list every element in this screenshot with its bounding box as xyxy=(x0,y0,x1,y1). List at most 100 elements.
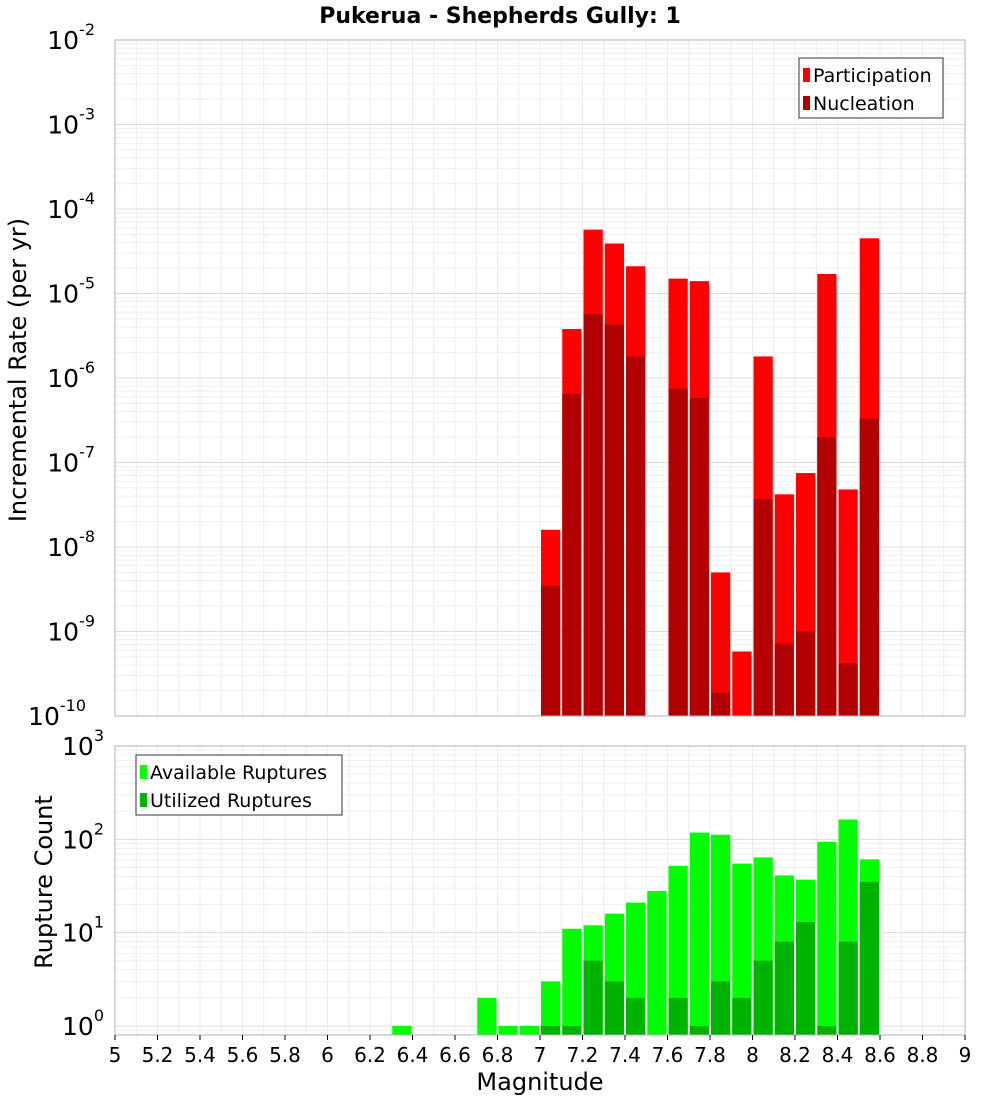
legend-label: Participation xyxy=(813,65,932,87)
y-tick-base: 10 xyxy=(62,1012,94,1041)
bar xyxy=(647,890,667,1035)
legend-label: Available Ruptures xyxy=(150,762,327,784)
y-tick-base: 10 xyxy=(47,364,79,393)
bar xyxy=(668,865,688,1035)
bar xyxy=(626,997,646,1035)
series-nucleation xyxy=(541,314,879,716)
bar xyxy=(817,1025,837,1035)
bar xyxy=(711,572,731,716)
legend: Available Ruptures Utilized Ruptures xyxy=(135,754,343,816)
bar xyxy=(817,437,837,716)
x-tick-label: 5 xyxy=(109,1043,122,1067)
y-tick-base: 10 xyxy=(62,825,94,854)
bar xyxy=(732,651,752,716)
grid xyxy=(114,39,966,717)
legend: Participation Nucleation xyxy=(798,57,944,119)
bar xyxy=(541,1025,561,1035)
y-tick-exponent: -7 xyxy=(79,443,95,462)
bar xyxy=(392,1025,412,1035)
bar xyxy=(583,314,603,716)
bar xyxy=(774,941,794,1035)
x-axis: 5 5.2 5.4 5.6 5.8 6 6.2 6.4 6.6 6.8 7 7.2 7.4 7.6 7.8 8… xyxy=(109,1035,972,1067)
plot-frame xyxy=(114,39,966,717)
y-tick-label: 10-3 xyxy=(47,105,95,140)
y-tick-label: 10-7 xyxy=(47,443,95,478)
x-axis-title: Magnitude xyxy=(476,1068,603,1096)
bar xyxy=(796,631,816,716)
x-tick-label: 5.2 xyxy=(142,1043,174,1067)
x-tick-label: 7.2 xyxy=(567,1043,599,1067)
y-tick-label: 102 xyxy=(62,819,104,854)
x-tick-label: 6.6 xyxy=(439,1043,471,1067)
y-tick-label: 10-10 xyxy=(28,696,86,731)
x-tick-label: 8.4 xyxy=(822,1043,854,1067)
legend-swatch xyxy=(803,96,810,110)
legend-box xyxy=(135,754,343,816)
x-tick-label: 7 xyxy=(534,1043,547,1067)
y-tick-label: 103 xyxy=(62,726,104,761)
y-tick-label: 10-2 xyxy=(47,20,95,55)
bar xyxy=(519,1025,539,1035)
x-tick-label: 6.4 xyxy=(397,1043,429,1067)
bar xyxy=(689,832,709,1035)
x-tick-label: 6 xyxy=(321,1043,334,1067)
bar xyxy=(604,324,624,716)
legend-swatch xyxy=(140,793,147,807)
bar xyxy=(668,997,688,1035)
x-tick-label: 8 xyxy=(746,1043,759,1067)
y-tick-base: 10 xyxy=(47,195,79,224)
bar xyxy=(689,1025,709,1035)
bar xyxy=(859,881,879,1035)
y-tick-base: 10 xyxy=(62,732,94,761)
y-tick-exponent: -8 xyxy=(79,527,95,546)
legend-box xyxy=(798,57,944,119)
x-tick-label: 8.6 xyxy=(864,1043,896,1067)
legend-swatch xyxy=(140,765,147,779)
bar xyxy=(583,960,603,1035)
y-tick-exponent: -5 xyxy=(79,274,95,293)
x-tick-label: 5.6 xyxy=(227,1043,259,1067)
y-tick-label: 10-5 xyxy=(47,274,95,309)
series-utilized-ruptures xyxy=(541,881,879,1035)
bar xyxy=(562,393,582,716)
y-tick-label: 10-4 xyxy=(47,189,95,224)
y-tick-exponent: -10 xyxy=(60,696,86,715)
y-tick-exponent: -9 xyxy=(79,612,95,631)
x-tick-label: 6.2 xyxy=(354,1043,386,1067)
bar xyxy=(711,692,731,716)
y-tick-base: 10 xyxy=(62,919,94,948)
bar xyxy=(838,663,858,716)
legend-swatch xyxy=(803,68,810,82)
bar xyxy=(859,418,879,716)
y-tick-base: 10 xyxy=(47,111,79,140)
y-tick-exponent: -6 xyxy=(79,358,95,377)
bar xyxy=(562,1025,582,1035)
bar xyxy=(774,643,794,716)
bar xyxy=(711,981,731,1035)
bar xyxy=(838,941,858,1035)
x-tick-label: 6.8 xyxy=(482,1043,514,1067)
x-tick-label: 7.8 xyxy=(694,1043,726,1067)
y-tick-base: 10 xyxy=(47,449,79,478)
x-tick-label: 9 xyxy=(959,1043,972,1067)
legend-label: Utilized Ruptures xyxy=(150,790,312,812)
y-tick-exponent: 2 xyxy=(94,819,104,838)
x-tick-label: 5.8 xyxy=(269,1043,301,1067)
bar xyxy=(477,997,497,1035)
bar xyxy=(838,489,858,716)
bar xyxy=(668,388,688,716)
y-tick-base: 10 xyxy=(47,533,79,562)
y-tick-exponent: 1 xyxy=(94,913,104,932)
x-tick-label: 8.8 xyxy=(907,1043,939,1067)
y-tick-label: 100 xyxy=(62,1006,104,1041)
bar xyxy=(541,981,561,1035)
bar xyxy=(498,1025,518,1035)
rate-plot: 10-1010-910-810-710-610-510-410-310-2Inc… xyxy=(4,20,966,731)
y-tick-exponent: 0 xyxy=(94,1006,104,1025)
x-tick-label: 7.6 xyxy=(652,1043,684,1067)
y-tick-base: 10 xyxy=(28,702,60,731)
y-tick-base: 10 xyxy=(47,280,79,309)
y-tick-label: 10-8 xyxy=(47,527,95,562)
